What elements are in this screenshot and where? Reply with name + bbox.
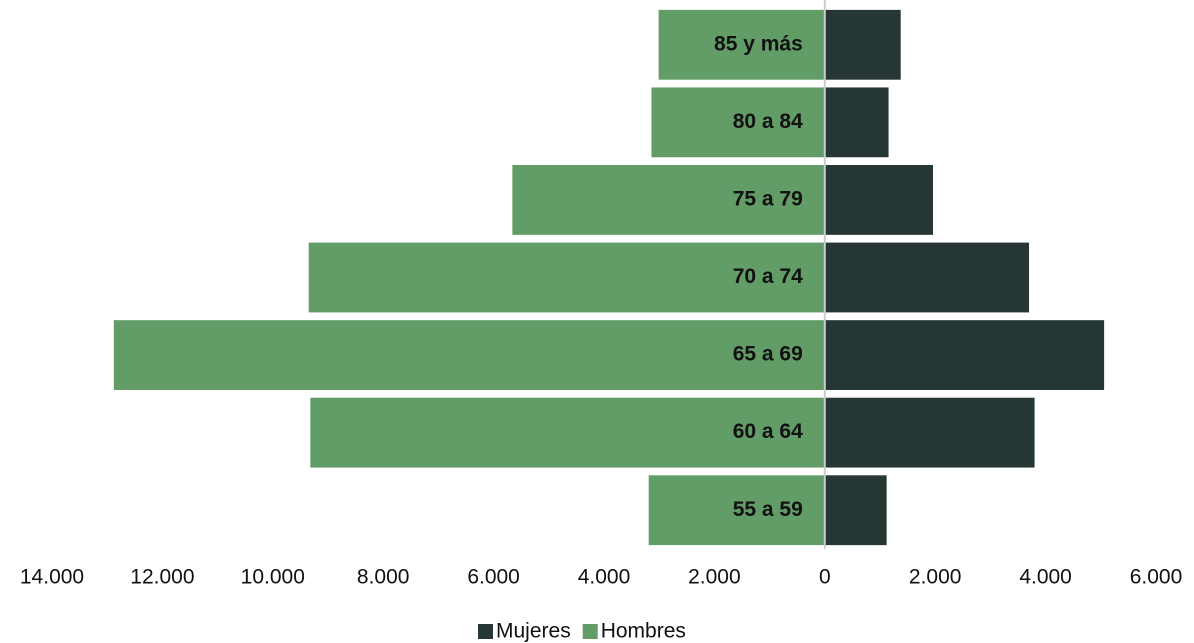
category-label: 85 y más bbox=[714, 32, 803, 55]
category-label: 65 a 69 bbox=[733, 343, 803, 366]
legend-swatch bbox=[478, 624, 493, 639]
x-tick-label: 2.000 bbox=[909, 566, 962, 589]
bar bbox=[512, 165, 825, 235]
bar bbox=[648, 475, 825, 546]
x-tick-label: 0 bbox=[819, 566, 831, 589]
bar bbox=[824, 397, 1035, 468]
legend-label: Hombres bbox=[601, 620, 686, 643]
bar bbox=[310, 397, 825, 468]
bar bbox=[658, 9, 825, 80]
bar bbox=[113, 320, 825, 390]
x-tick-label: 6.000 bbox=[467, 566, 520, 589]
bar bbox=[824, 475, 887, 546]
category-label: 55 a 59 bbox=[733, 498, 803, 521]
bar bbox=[824, 165, 933, 235]
bar bbox=[308, 242, 825, 313]
x-tick-label: 4.000 bbox=[578, 566, 631, 589]
bar bbox=[651, 87, 825, 158]
category-label: 75 a 79 bbox=[733, 187, 803, 210]
x-tick-label: 14.000 bbox=[20, 566, 84, 589]
legend-label: Mujeres bbox=[496, 620, 571, 643]
category-label: 70 a 74 bbox=[733, 265, 803, 288]
bar bbox=[824, 242, 1030, 313]
x-tick-label: 2.000 bbox=[688, 566, 741, 589]
x-tick-label: 12.000 bbox=[130, 566, 194, 589]
category-label: 80 a 84 bbox=[733, 110, 803, 133]
bar bbox=[824, 320, 1105, 390]
x-tick-label: 4.000 bbox=[1019, 566, 1072, 589]
x-tick-label: 8.000 bbox=[357, 566, 410, 589]
bar bbox=[824, 9, 901, 80]
x-tick-label: 10.000 bbox=[241, 566, 305, 589]
legend-swatch bbox=[582, 624, 598, 639]
x-tick-label: 6.000 bbox=[1130, 566, 1183, 589]
bar bbox=[824, 87, 889, 158]
category-label: 60 a 64 bbox=[733, 420, 803, 443]
